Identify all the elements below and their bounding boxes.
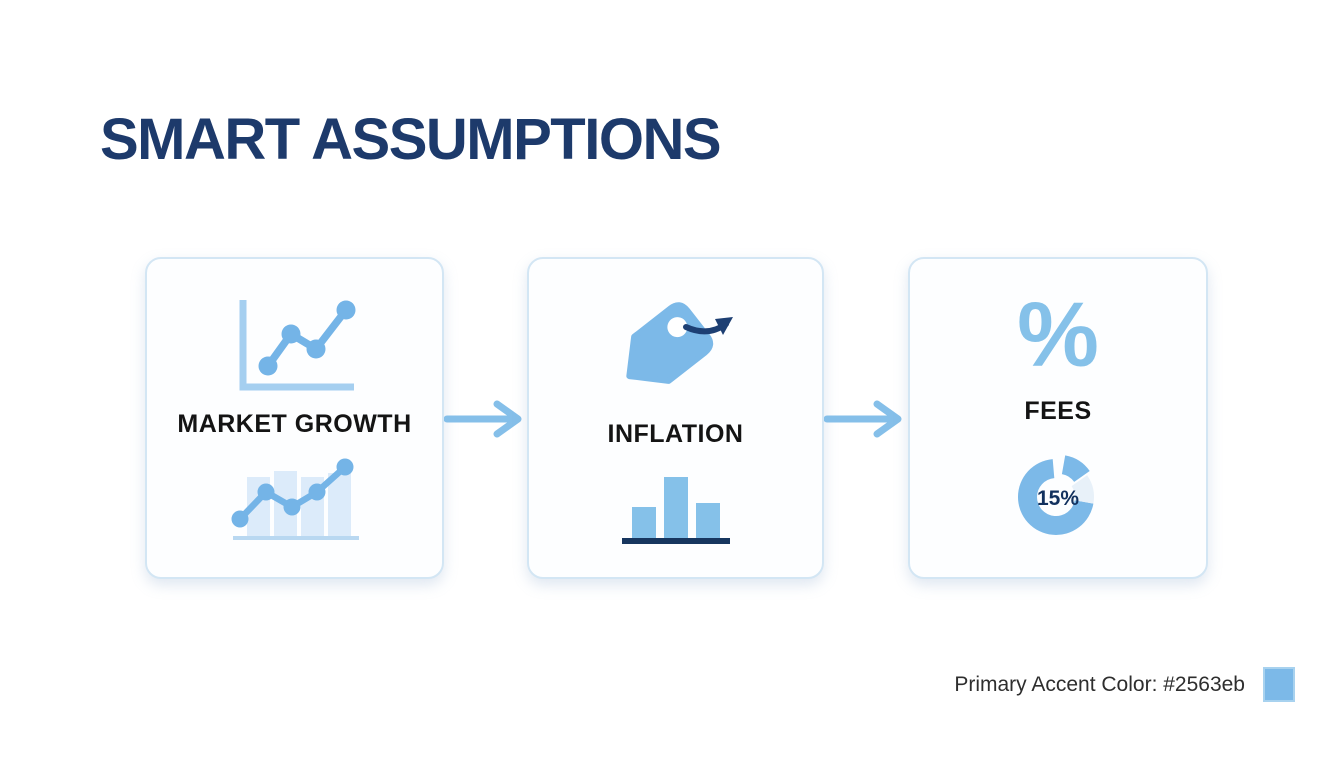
page-title: SMART ASSUMPTIONS xyxy=(100,107,722,172)
donut-chart-icon: 15% xyxy=(1008,445,1108,549)
card-label: INFLATION xyxy=(607,419,744,448)
card-inflation: INFLATION xyxy=(527,257,824,579)
flow-arrow-icon xyxy=(823,398,908,440)
flow-arrow-icon xyxy=(443,398,528,440)
card-market-growth: MARKET GROWTH xyxy=(145,257,444,579)
color-swatch xyxy=(1263,667,1295,702)
card-fees: % FEES 15% xyxy=(908,257,1208,579)
price-tag-icon xyxy=(606,293,746,405)
bar-chart-icon xyxy=(616,463,736,549)
card-label: MARKET GROWTH xyxy=(177,409,412,438)
footer: Primary Accent Color: #2563eb xyxy=(954,667,1295,702)
line-chart-icon xyxy=(229,293,361,399)
donut-value-label: 15% xyxy=(1037,487,1079,510)
card-label: FEES xyxy=(1024,396,1092,425)
accent-color-label: Primary Accent Color: #2563eb xyxy=(954,672,1245,696)
percent-icon: % xyxy=(1017,284,1099,386)
trend-bars-icon xyxy=(225,449,365,549)
percent-glyph: % xyxy=(1017,284,1099,386)
